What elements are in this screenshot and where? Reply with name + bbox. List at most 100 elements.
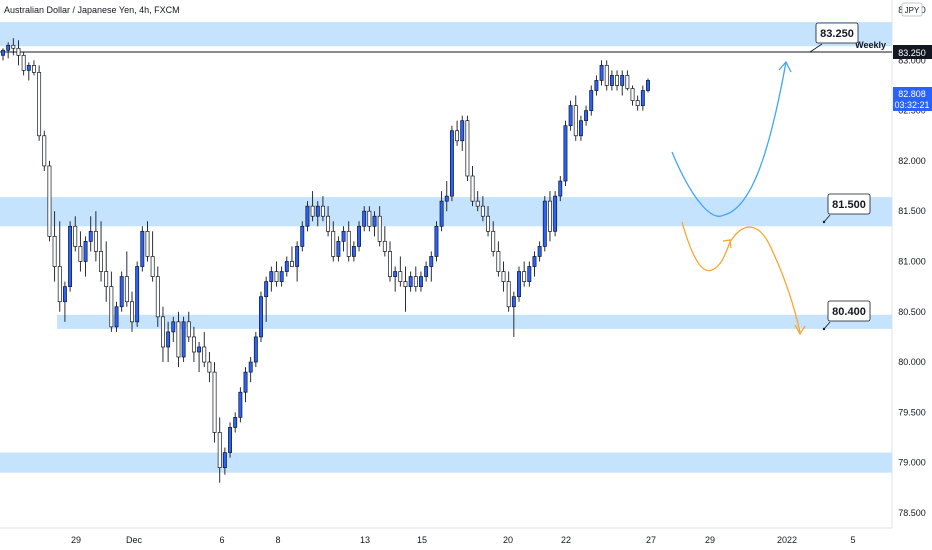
candlestick-series <box>1 38 650 483</box>
candle-body <box>336 241 341 257</box>
candle-body <box>68 225 73 287</box>
candle-body <box>130 301 134 323</box>
candle-body <box>290 261 294 267</box>
zone-3[interactable] <box>0 452 892 473</box>
candle-body <box>238 391 243 418</box>
candle-body <box>341 230 346 242</box>
candle-body <box>6 44 11 51</box>
candle-body <box>625 75 630 89</box>
zone-0[interactable] <box>0 22 892 47</box>
candle-body <box>253 336 258 363</box>
candle-body <box>382 241 387 252</box>
time-tick-label: 8 <box>275 535 280 545</box>
zone-1[interactable] <box>0 197 892 227</box>
candle-body <box>150 256 155 277</box>
candle-body <box>1 49 5 56</box>
candle-body <box>367 210 372 227</box>
candle-body <box>553 195 558 232</box>
candle-body <box>326 215 331 232</box>
candle-body <box>511 296 516 308</box>
candle-body <box>78 246 83 262</box>
candle-body <box>119 276 124 308</box>
candle-body <box>465 120 470 177</box>
price-tick-label: 80.500 <box>898 307 926 317</box>
time-tick-label: 29 <box>705 535 715 545</box>
candle-body <box>496 251 501 272</box>
price-tick-label: 79.500 <box>898 407 926 417</box>
time-tick-label: 5 <box>850 535 855 545</box>
candle-body <box>455 130 460 142</box>
candle-body <box>491 230 496 252</box>
forecast-down-arrowhead <box>794 324 806 336</box>
candle-body <box>568 105 573 127</box>
candle-body <box>295 246 300 267</box>
candle-body <box>140 230 145 267</box>
candle-body <box>93 230 98 252</box>
forecast-up-arrowhead <box>778 60 792 73</box>
candle-body <box>388 251 392 277</box>
candle-body <box>604 65 609 86</box>
candle-body <box>532 256 537 267</box>
candle-body <box>145 230 150 257</box>
candle-body <box>124 276 129 303</box>
candle-body <box>640 90 645 106</box>
candle-body <box>16 47 21 56</box>
candle-body <box>635 100 640 106</box>
price-tick-label: 81.000 <box>898 256 926 266</box>
candle-body <box>646 80 650 91</box>
candle-body <box>522 271 527 282</box>
candle-body <box>444 195 449 202</box>
candle-body <box>264 281 269 298</box>
candle-body <box>630 88 635 101</box>
candle-body <box>362 210 367 227</box>
candle-body <box>99 251 103 272</box>
candle-body <box>548 200 552 232</box>
time-axis[interactable]: 29 Dec 6 8 13 15 20 22 27 29 2022 5 <box>71 535 856 545</box>
candle-body <box>486 215 490 232</box>
time-tick-label: 29 <box>71 535 81 545</box>
candle-body <box>584 110 589 122</box>
candle-body <box>475 200 480 207</box>
candle-body <box>589 90 594 111</box>
candle-body <box>609 75 614 86</box>
candle-body <box>300 225 305 247</box>
candle-body <box>42 135 47 167</box>
candle-body <box>248 361 253 373</box>
callout-81500[interactable]: 81.500 <box>822 193 871 224</box>
candle-body <box>186 321 191 338</box>
candle-body <box>52 235 57 267</box>
weekly-level-label: Weekly <box>855 40 886 50</box>
candle-body <box>37 72 42 137</box>
forecast-up-arrow[interactable] <box>671 61 787 217</box>
symbol-title: Australian Dollar / Japanese Yen, 4h, FX… <box>4 5 180 15</box>
price-tick-label: 78.500 <box>898 508 926 518</box>
callout-83250[interactable]: 83.250 <box>809 22 859 53</box>
callout-80400[interactable]: 80.400 <box>822 300 871 331</box>
support-resistance-zones <box>0 22 892 473</box>
candle-body <box>480 205 485 217</box>
candle-body <box>419 276 423 287</box>
currency-badge-box[interactable] <box>901 2 923 17</box>
candle-body <box>357 225 361 247</box>
time-tick-label: 13 <box>360 535 370 545</box>
candle-body <box>217 432 222 469</box>
candle-body <box>527 266 532 282</box>
candle-body <box>88 230 93 242</box>
price-tick-label: 81.500 <box>898 206 926 216</box>
candle-body <box>155 276 160 318</box>
candle-body <box>398 271 403 282</box>
candle-body <box>599 65 604 81</box>
callout-81500-text: 81.500 <box>832 199 866 211</box>
price-tick-label: 83.000 <box>898 55 926 65</box>
candle-body <box>222 452 227 469</box>
candle-body <box>202 346 207 363</box>
candle-body <box>305 205 310 227</box>
price-axis[interactable]: 83.50083.00082.50082.00081.50081.00080.5… <box>898 5 926 518</box>
candle-body <box>269 271 274 282</box>
candle-body <box>470 175 475 202</box>
candle-body <box>243 371 248 393</box>
candle-body <box>26 65 31 71</box>
candle-body <box>279 271 284 282</box>
candle-body <box>346 230 351 257</box>
